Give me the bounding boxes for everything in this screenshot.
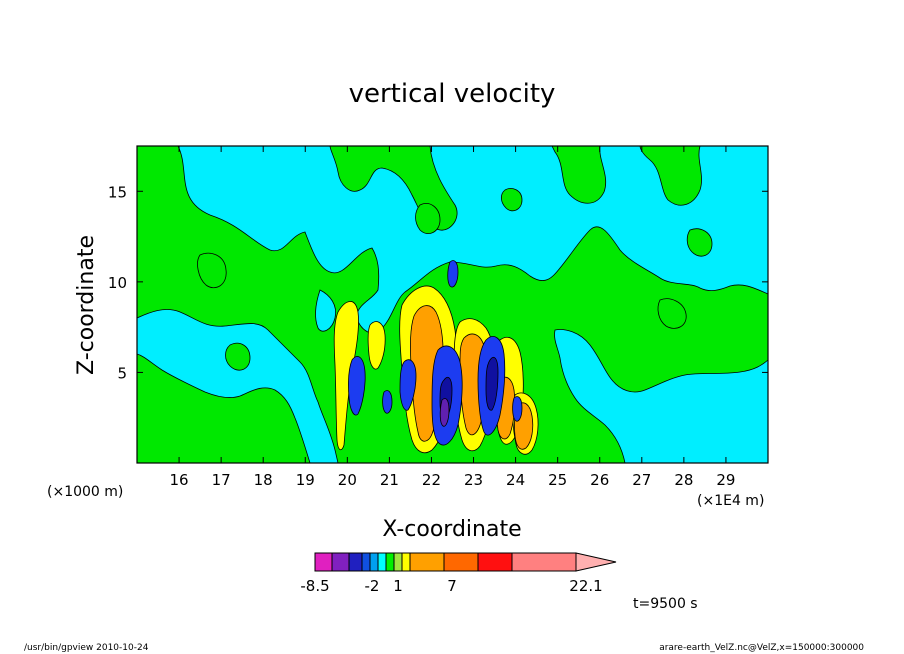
contour-region-cyan bbox=[177, 146, 768, 334]
colorbar-segment bbox=[401, 552, 411, 572]
colorbar-segment bbox=[361, 552, 371, 572]
colorbar-segment bbox=[443, 552, 479, 572]
colorbar-segment bbox=[331, 552, 350, 572]
colorbar-label: 7 bbox=[447, 577, 457, 595]
contour-region-bg bbox=[225, 342, 251, 371]
x-tick-label: 17 bbox=[212, 471, 231, 489]
plot-area bbox=[136, 145, 769, 464]
contour-region-blue bbox=[348, 356, 366, 416]
colorbar-segment bbox=[348, 552, 363, 572]
x-tick-label: 23 bbox=[464, 471, 483, 489]
colorbar-label: 22.1 bbox=[569, 577, 602, 595]
colorbar-segment bbox=[409, 552, 445, 572]
contour-region-bg bbox=[415, 203, 441, 234]
colorbar-segment bbox=[377, 552, 387, 572]
x-tick-label: 16 bbox=[170, 471, 189, 489]
contour-region-bg bbox=[657, 298, 687, 329]
contour-region-yellow bbox=[367, 321, 386, 370]
x-tick-label: 21 bbox=[380, 471, 399, 489]
contour-region-cyan bbox=[315, 289, 337, 332]
colorbar-segment bbox=[477, 552, 513, 572]
contour-region-bg bbox=[500, 188, 523, 212]
contour-region-blue bbox=[512, 396, 523, 422]
contour-region-purple bbox=[439, 398, 450, 427]
x-tick-label: 26 bbox=[590, 471, 609, 489]
x-tick-label: 29 bbox=[716, 471, 735, 489]
y-unit-label: (×1000 m) bbox=[47, 484, 123, 500]
contour-region-bg bbox=[197, 252, 227, 289]
colorbar-segment bbox=[393, 552, 403, 572]
time-label: t=9500 s bbox=[633, 596, 698, 612]
y-tick-label: 5 bbox=[117, 364, 127, 382]
chart-title: vertical velocity bbox=[349, 79, 556, 109]
contour-region-cyan bbox=[137, 309, 339, 463]
x-tick-label: 25 bbox=[548, 471, 567, 489]
x-tick-label: 19 bbox=[296, 471, 315, 489]
colorbar-label: -8.5 bbox=[300, 577, 329, 595]
plot-frame bbox=[136, 145, 769, 464]
colorbar-segment bbox=[511, 552, 577, 572]
contour-region-blue bbox=[399, 359, 417, 411]
colorbar-label: 1 bbox=[393, 577, 403, 595]
x-tick-label: 22 bbox=[422, 471, 441, 489]
x-axis-ticks: 16 17 18 19 20 21 22 23 24 25 26 27 28 29 bbox=[170, 146, 735, 489]
velocity-field bbox=[137, 146, 768, 463]
colorbar-segment bbox=[314, 552, 333, 572]
x-axis-label: X-coordinate bbox=[382, 517, 521, 542]
contour-region-blue bbox=[447, 260, 459, 288]
contour-region-cyan bbox=[554, 329, 768, 463]
colorbar-labels: -8.5 -2 1 7 22.1 bbox=[300, 577, 602, 595]
x-tick-label: 18 bbox=[254, 471, 273, 489]
x-tick-label: 28 bbox=[674, 471, 693, 489]
colorbar-segment bbox=[385, 552, 395, 572]
y-axis-label: Z-coordinate bbox=[74, 235, 99, 375]
x-unit-label: (×1E4 m) bbox=[697, 493, 764, 509]
x-tick-label: 24 bbox=[506, 471, 525, 489]
contour-region-bg bbox=[686, 228, 713, 257]
footer-right: arare-earth_VelZ.nc@VelZ,x=150000:300000 bbox=[659, 643, 864, 653]
y-axis-ticks: 5 10 15 bbox=[108, 183, 768, 382]
colorbar-segment bbox=[369, 552, 379, 572]
colorbar-label: -2 bbox=[365, 577, 380, 595]
y-tick-label: 10 bbox=[108, 274, 127, 292]
colorbar-arrow bbox=[575, 552, 617, 572]
contour-region-darkblue bbox=[485, 356, 499, 411]
colorbar bbox=[314, 552, 617, 572]
y-tick-label: 15 bbox=[108, 183, 127, 201]
contour-region-yellow bbox=[333, 301, 359, 451]
x-tick-label: 20 bbox=[338, 471, 357, 489]
footer-left: /usr/bin/gpview 2010-10-24 bbox=[24, 643, 149, 653]
contour-region-blue bbox=[382, 390, 393, 414]
x-tick-label: 27 bbox=[632, 471, 651, 489]
